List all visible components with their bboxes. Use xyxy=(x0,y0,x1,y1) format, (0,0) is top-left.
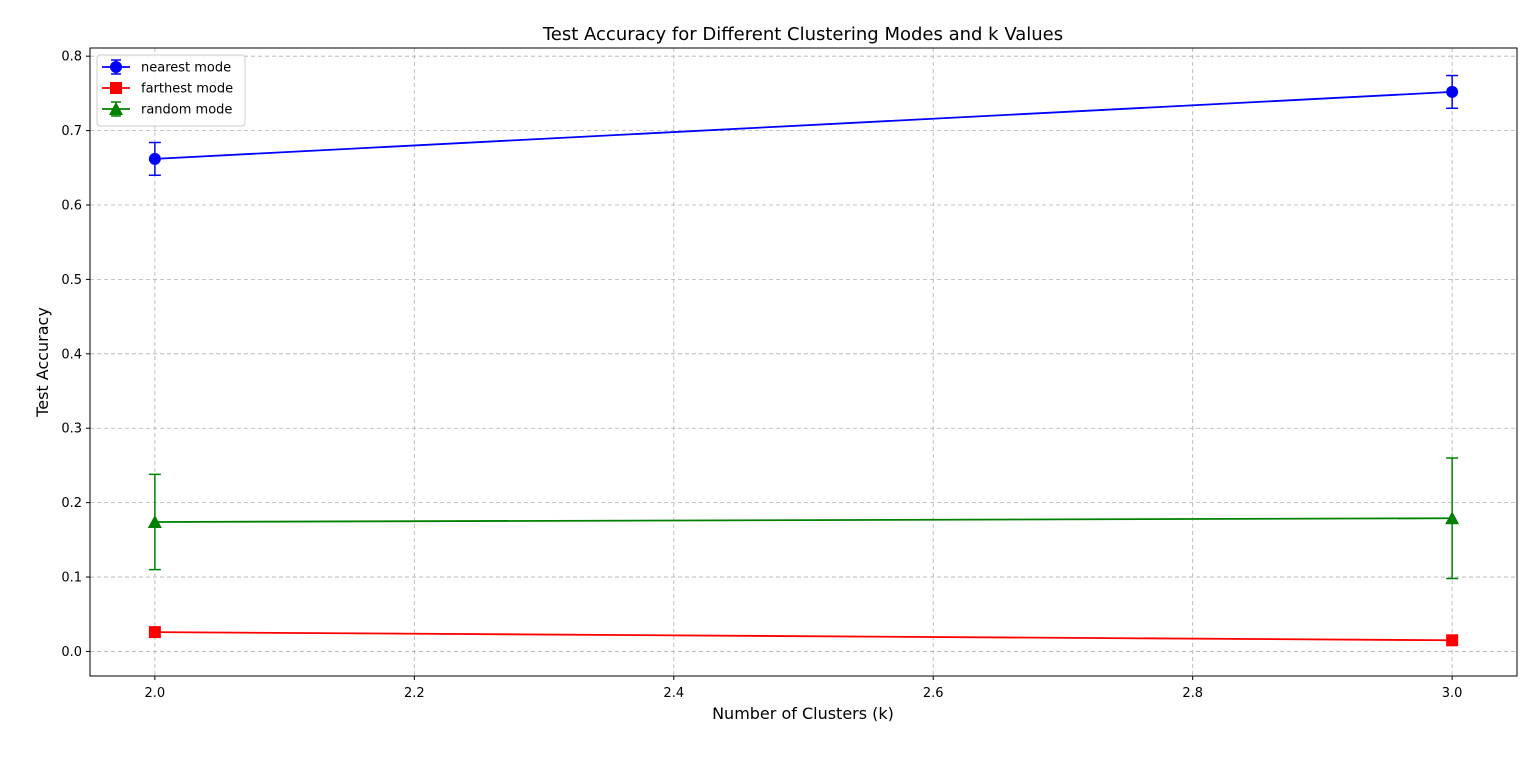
plot-frame xyxy=(89,47,1518,677)
y-tick-label: 0.3 xyxy=(61,422,82,437)
chart-title: Test Accuracy for Different Clustering M… xyxy=(542,24,1063,45)
y-tick-label: 0.5 xyxy=(61,273,82,288)
data-point xyxy=(148,626,161,639)
y-tick-label: 0.0 xyxy=(61,645,82,660)
x-tick-label: 2.4 xyxy=(663,686,684,701)
y-tick-label: 0.2 xyxy=(61,496,82,511)
series-farthest-mode xyxy=(148,626,1459,647)
series-line xyxy=(154,631,1453,642)
data-point xyxy=(1445,511,1460,525)
grid-layer xyxy=(90,48,1517,676)
tick-layer: 2.0 2.2 2.4 2.6 2.8 3.0 0.0 0.1 0.2 0.3 0.4 0.5 0.6 0… xyxy=(61,50,1462,701)
legend-box xyxy=(96,54,246,127)
y-tick-label: 0.1 xyxy=(61,571,82,586)
legend: nearest mode farthest mode random mode xyxy=(96,54,246,127)
data-point xyxy=(1446,634,1459,647)
legend-marker xyxy=(110,61,122,73)
legend-label: farthest mode xyxy=(141,82,233,97)
y-tick-label: 0.8 xyxy=(61,50,82,65)
y-tick-label: 0.6 xyxy=(61,199,82,214)
data-point xyxy=(148,152,161,165)
legend-marker xyxy=(110,82,122,94)
y-axis-label: Test Accuracy xyxy=(33,307,52,418)
x-axis-label: Number of Clusters (k) xyxy=(712,704,894,723)
legend-item: random mode xyxy=(102,101,232,118)
data-point xyxy=(1446,85,1459,98)
series-nearest-mode xyxy=(148,74,1459,176)
legend-item: farthest mode xyxy=(102,82,233,97)
x-tick-label: 2.2 xyxy=(404,686,425,701)
legend-label: nearest mode xyxy=(141,61,231,76)
y-tick-label: 0.7 xyxy=(61,124,82,139)
data-point xyxy=(147,514,162,528)
x-tick-label: 2.8 xyxy=(1182,686,1203,701)
series-random-mode xyxy=(147,457,1460,580)
legend-item: nearest mode xyxy=(102,59,231,76)
x-tick-label: 2.6 xyxy=(923,686,944,701)
series-line xyxy=(154,91,1453,160)
y-tick-label: 0.4 xyxy=(61,347,82,362)
x-tick-label: 2.0 xyxy=(145,686,166,701)
legend-label: random mode xyxy=(141,103,232,118)
series-layer xyxy=(147,74,1460,647)
legend-marker xyxy=(109,102,123,115)
x-tick-label: 3.0 xyxy=(1442,686,1463,701)
series-line xyxy=(154,517,1453,523)
